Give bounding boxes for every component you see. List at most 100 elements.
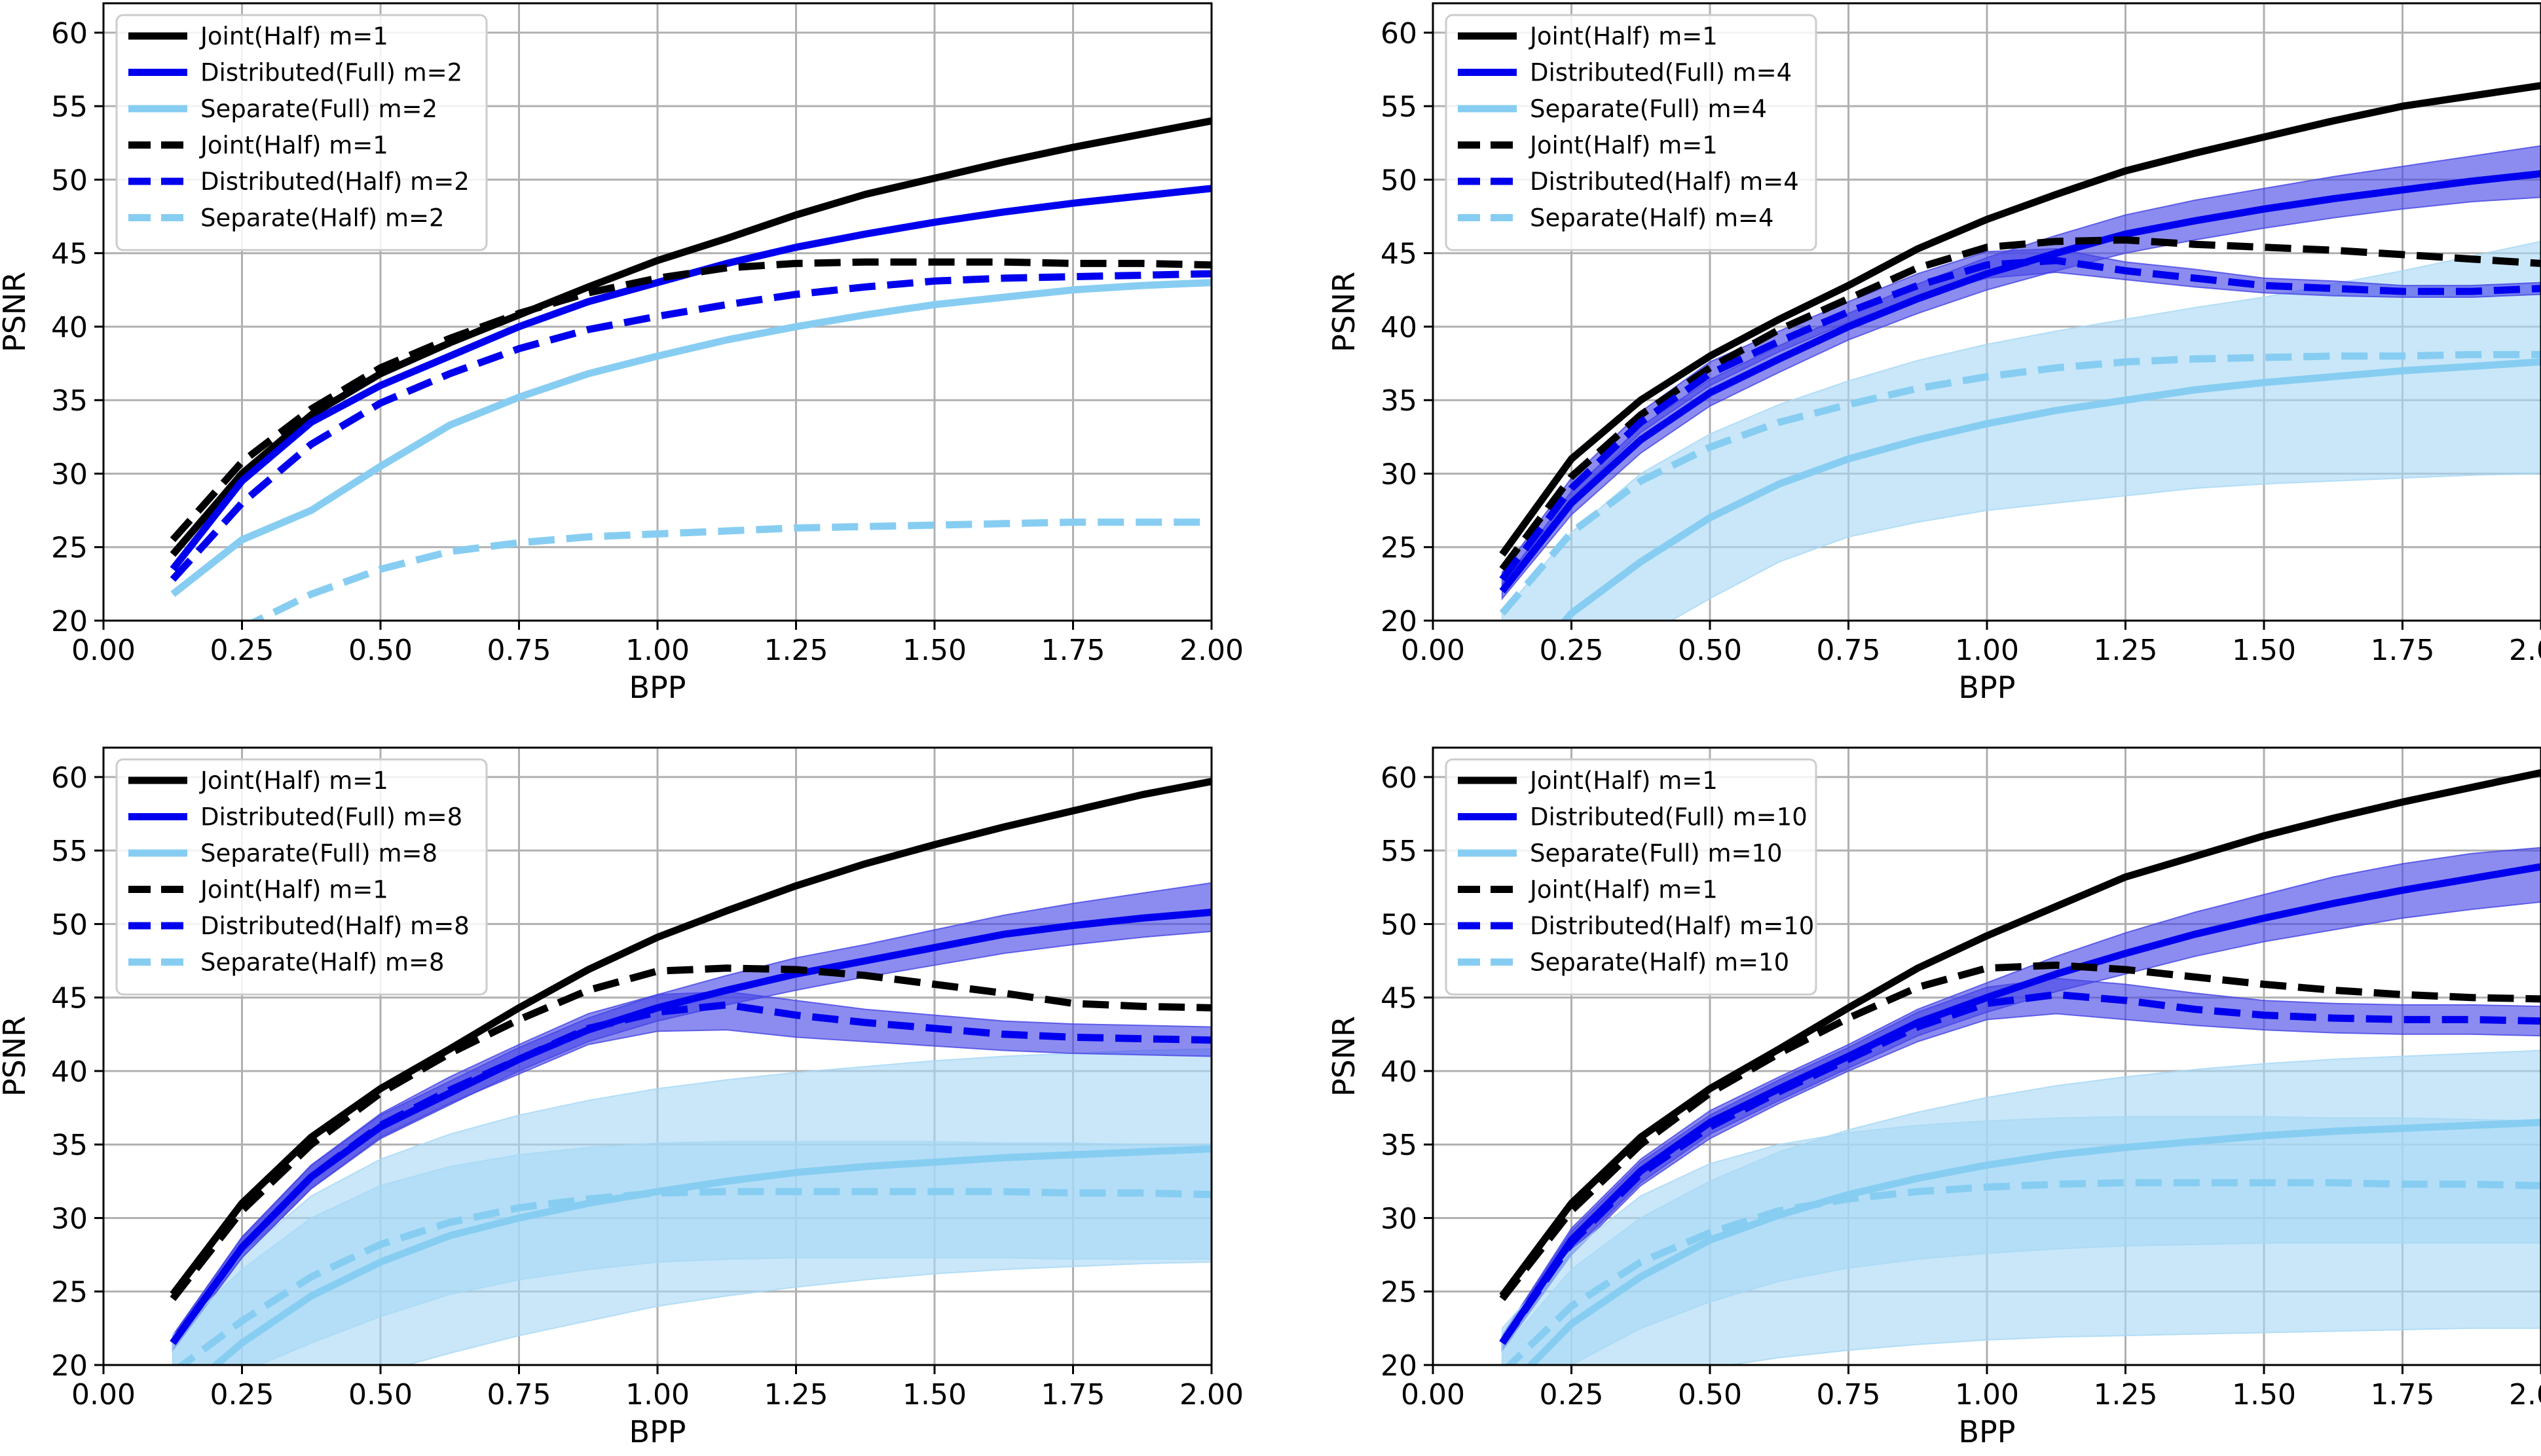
legend-label: Joint(Half) m=1 [199,132,388,160]
y-tick-label: 45 [1381,238,1417,271]
series-line-5 [1499,257,2541,582]
x-tick-label: 1.25 [2094,634,2158,667]
y-tick-label: 20 [1381,605,1417,638]
legend-label: Separate(Full) m=8 [200,839,437,867]
chart-panel-3: 0.00 0.25 0.50 0.75 1.00 1.25 1.50 1.75 2.00 20 25… [0,746,1244,1449]
x-tick-label: 0.50 [1678,634,1742,667]
series-line-4 [170,258,1212,543]
x-tick-label: 1.50 [902,634,967,667]
chart-panel-2: 0.00 0.25 0.50 0.75 1.00 1.25 1.50 1.75 2.00 20 25… [1326,2,2541,705]
y-tick-label: 30 [51,458,88,491]
y-tick-label: 40 [51,1055,88,1089]
x-tick-label: 2.00 [2509,634,2541,667]
y-tick-label: 35 [51,1129,88,1162]
x-tick-label: 1.25 [2094,1378,2158,1411]
series-line-6 [248,519,1212,621]
legend: Joint(Half) m=1 Distributed(Full) m=10 Sep… [1445,758,1817,996]
legend-label: Joint(Half) m=1 [199,767,388,795]
x-tick-label: 2.00 [1179,1378,1244,1411]
legend-label: Joint(Half) m=1 [1529,876,1718,904]
y-tick-label: 35 [51,384,88,418]
chart-panel-1: 0.00 0.25 0.50 0.75 1.00 1.25 1.50 1.75 2.00 20 25… [0,2,1244,705]
series-line-5 [1499,991,2541,1345]
legend-label: Distributed(Full) m=2 [200,59,462,87]
x-tick-label: 1.75 [1041,634,1105,667]
y-tick-label: 40 [51,311,88,344]
legend-label: Separate(Full) m=2 [200,95,437,123]
x-tick-label: 1.00 [1955,634,2019,667]
confidence-band [1501,977,2541,1353]
legend: Joint(Half) m=1 Distributed(Full) m=8 Sepa… [115,758,488,996]
y-tick-label: 20 [51,605,88,638]
legend-label: Distributed(Half) m=4 [1530,168,1799,196]
y-tick-label: 25 [1381,532,1417,565]
x-axis-label: BPP [629,1414,686,1449]
y-tick-label: 55 [51,90,88,124]
y-tick-label: 45 [1381,982,1417,1015]
x-tick-label: 0.25 [1540,1378,1604,1411]
legend-label: Joint(Half) m=1 [199,22,388,50]
x-axis-label: BPP [1958,670,2015,705]
x-tick-label: 0.00 [1401,634,1465,667]
series-line-3 [1526,1119,2541,1365]
x-tick-label: 1.50 [2232,634,2296,667]
y-tick-label: 40 [1381,1055,1417,1089]
legend-label: Distributed(Half) m=8 [200,912,470,940]
x-tick-label: 1.50 [902,1378,967,1411]
legend-label: Separate(Half) m=8 [200,949,445,977]
y-tick-label: 60 [51,761,88,795]
series-line-2 [170,909,1212,1345]
legend-label: Separate(Half) m=4 [1530,204,1774,232]
y-tick-label: 30 [1381,458,1417,491]
legend-label: Distributed(Full) m=8 [200,803,462,831]
x-tick-label: 1.75 [1041,1378,1105,1411]
y-tick-label: 50 [51,164,88,197]
series-line-3 [210,1145,1212,1365]
series-line-2 [1499,863,2541,1345]
y-axis-label: PSNR [0,1016,32,1097]
x-tick-label: 0.25 [1540,634,1604,667]
series-line-1 [1499,82,2541,557]
y-axis-label: PSNR [0,272,32,352]
x-tick-label: 0.75 [1817,1378,1881,1411]
y-tick-label: 50 [1381,908,1417,941]
series-line-2 [170,185,1212,572]
x-tick-label: 0.75 [487,634,551,667]
series-line-3 [1560,358,2541,621]
x-tick-label: 0.50 [348,634,413,667]
legend-box [115,14,488,251]
y-tick-label: 60 [1381,761,1417,795]
x-tick-label: 1.75 [2371,1378,2435,1411]
x-tick-label: 1.25 [764,1378,828,1411]
x-tick-label: 0.50 [348,1378,413,1411]
confidence-band [172,1140,1212,1365]
x-axis-label: BPP [629,670,686,705]
y-tick-label: 35 [1381,384,1417,418]
x-tick-label: 1.25 [764,634,828,667]
y-tick-label: 25 [51,532,88,565]
series-line-1 [170,778,1212,1297]
legend-label: Joint(Half) m=1 [1529,767,1718,795]
confidence-band [1501,1116,2541,1365]
confidence-band [1501,240,2541,621]
legend-label: Separate(Full) m=4 [1530,95,1767,123]
y-tick-label: 55 [1381,835,1417,868]
y-tick-label: 50 [1381,164,1417,197]
x-tick-label: 0.00 [71,634,136,667]
legend: Joint(Half) m=1 Distributed(Full) m=4 Sepa… [1445,14,1817,251]
legend-label: Joint(Half) m=1 [199,876,388,904]
series-line-3 [170,279,1212,597]
legend-label: Separate(Half) m=10 [1530,949,1789,977]
confidence-band [172,991,1212,1353]
legend-label: Distributed(Half) m=10 [1530,912,1814,940]
series-line-5 [170,270,1212,582]
x-tick-label: 1.50 [2232,1378,2296,1411]
legend-label: Distributed(Full) m=4 [1530,59,1792,87]
legend-label: Joint(Half) m=1 [1529,132,1718,160]
y-tick-label: 60 [1381,17,1417,50]
series-line-1 [170,117,1212,557]
series-line-4 [1499,961,2541,1301]
x-tick-label: 1.00 [1955,1378,2019,1411]
x-tick-label: 1.75 [2371,634,2435,667]
